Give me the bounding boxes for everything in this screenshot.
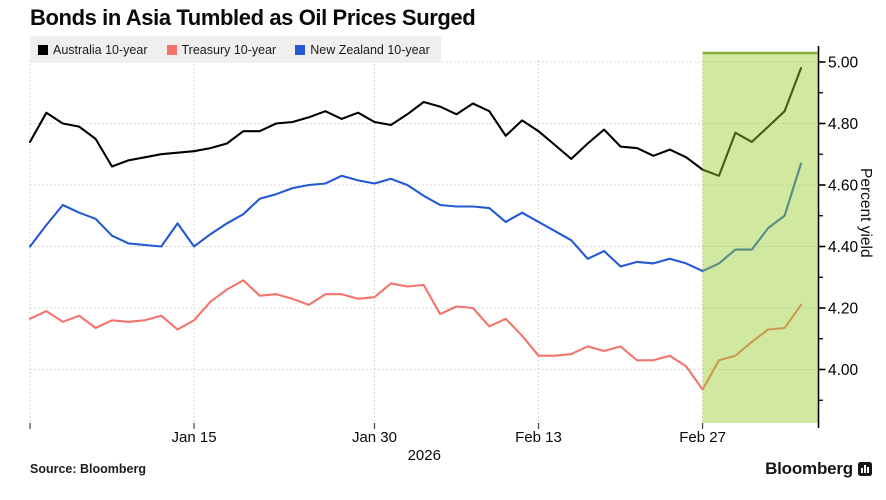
legend-swatch-new-zealand	[295, 44, 306, 55]
highlight-region	[702, 51, 818, 423]
y-tick-label: 5.00	[828, 54, 859, 71]
legend-item-australia: Australia 10-year	[38, 43, 148, 57]
bloomberg-logo: Bloomberg	[765, 459, 872, 479]
y-axis: 5.00 4.80 4.60 4.40 4.20 4.00	[817, 46, 859, 428]
bloomberg-wordmark: Bloomberg	[765, 459, 853, 478]
y-tick-label: 4.40	[828, 239, 859, 256]
x-gridlines	[29, 60, 704, 423]
legend-label-new-zealand: New Zealand 10-year	[310, 42, 430, 57]
y-tick-label: 4.60	[828, 177, 859, 194]
series-line-new-zealand-10-year	[28, 162, 803, 273]
y-axis-title: Percent yield	[857, 168, 874, 258]
y-gridlines	[30, 61, 817, 370]
legend-label-australia: Australia 10-year	[53, 42, 148, 57]
x-tick-label: Jan 30	[352, 429, 397, 446]
series-line-treasury-10-year	[28, 279, 803, 391]
legend-item-treasury: Treasury 10-year	[166, 42, 277, 57]
series-line-australia-10-year	[28, 67, 803, 177]
y-tick-label: 4.80	[828, 116, 859, 133]
series-lines	[28, 67, 803, 391]
legend-label-treasury: Treasury 10-year	[181, 42, 277, 57]
x-tick-label: Feb 13	[515, 429, 562, 446]
x-axis: Jan 15 Jan 30 Feb 13 Feb 27 2026	[29, 423, 726, 464]
x-axis-year-label: 2026	[408, 447, 441, 464]
y-tick-label: 4.00	[828, 362, 859, 379]
legend-swatch-treasury	[166, 44, 177, 55]
y-tick-label: 4.20	[828, 300, 859, 317]
bloomberg-mark-icon	[858, 462, 872, 476]
x-tick-label: Feb 27	[679, 429, 726, 446]
chart-legend: Australia 10-year Treasury 10-year New Z…	[30, 36, 441, 63]
x-tick-label: Jan 15	[172, 429, 217, 446]
source-note: Source: Bloomberg	[30, 462, 146, 476]
legend-swatch-australia	[38, 44, 48, 55]
chart-title: Bonds in Asia Tumbled as Oil Prices Surg…	[30, 5, 476, 30]
legend-item-new-zealand: New Zealand 10-year	[295, 43, 430, 57]
